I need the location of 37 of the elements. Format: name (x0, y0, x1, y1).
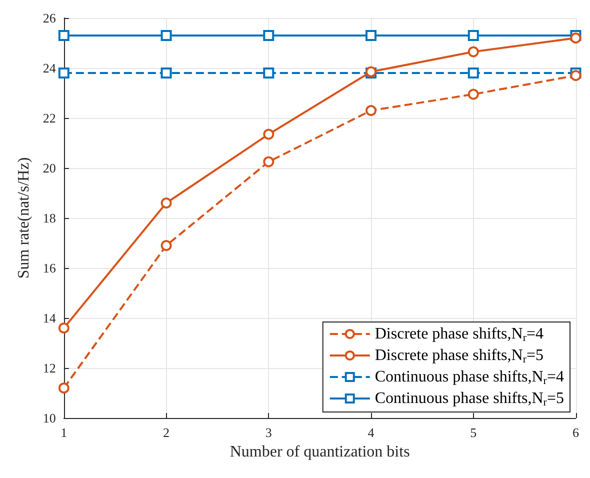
y-tick-label: 12 (42, 360, 56, 376)
point (58, 68, 70, 78)
point (263, 68, 274, 78)
point (160, 30, 172, 41)
y-tick-label: 16 (42, 260, 56, 276)
point (58, 322, 70, 334)
point (263, 156, 274, 168)
point (58, 382, 70, 394)
point (58, 30, 70, 41)
y-axis-title: Sum rate(nat/s/Hz) (16, 157, 32, 279)
point (468, 88, 479, 100)
y-tick-label: 20 (42, 160, 56, 176)
point (468, 68, 479, 78)
x-axis-title: Number of quantization bits (230, 443, 410, 460)
y-tick-label: 24 (42, 60, 56, 76)
point (366, 105, 377, 116)
point (160, 68, 172, 78)
point (468, 46, 479, 58)
x-tick-label: 2 (163, 425, 170, 440)
y-tick-label: 18 (42, 210, 56, 226)
x-tick-label: 4 (368, 425, 375, 440)
point (366, 30, 377, 41)
point (263, 30, 274, 41)
point (263, 128, 274, 140)
x-tick-label: 3 (265, 425, 272, 440)
point (570, 32, 582, 44)
y-tick-label: 22 (42, 110, 56, 126)
y-tick-label: 26 (42, 10, 56, 26)
y-tick-label: 14 (42, 310, 56, 326)
y-tick-label: 10 (42, 410, 56, 426)
x-tick-label: 1 (60, 425, 68, 440)
point (570, 70, 582, 81)
point (160, 198, 172, 208)
x-tick-label: 6 (572, 425, 580, 440)
x-tick-label: 5 (470, 425, 477, 440)
point (160, 240, 172, 251)
point (468, 30, 479, 41)
